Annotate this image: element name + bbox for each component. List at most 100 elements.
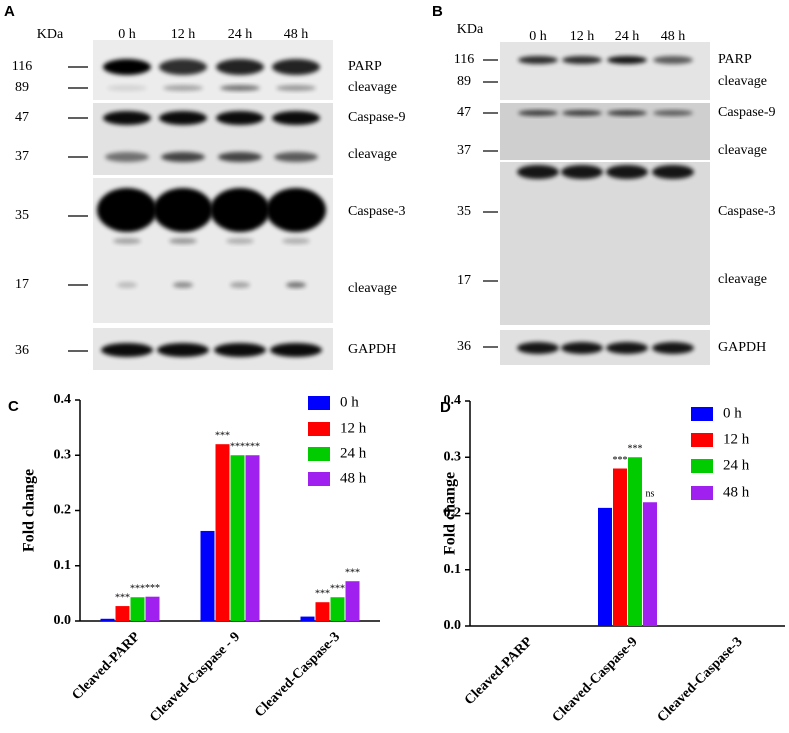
y-tick-label: 0.2 [54, 503, 72, 518]
blot-band [561, 165, 603, 179]
blot-band [159, 59, 207, 75]
blot-band [97, 188, 157, 232]
protein-label: Caspase-9 [718, 105, 776, 120]
marker-label: 17 [457, 273, 471, 288]
blot-band [286, 282, 306, 288]
marker-label: 36 [15, 343, 29, 358]
panel-label: C [8, 398, 19, 415]
marker-label: 35 [15, 208, 29, 223]
legend-label: 24 h [723, 457, 750, 473]
lane-label: 48 h [661, 29, 686, 44]
blot-strip [500, 162, 710, 325]
kda-label: KDa [37, 27, 64, 42]
significance-label: *** [330, 584, 345, 595]
blot-band [653, 110, 693, 116]
bar [613, 468, 627, 626]
blot-band [606, 165, 648, 179]
y-tick-label: 0.0 [444, 618, 462, 633]
blot-band [561, 342, 603, 354]
marker-label: 89 [15, 80, 29, 95]
significance-label: *** [115, 592, 130, 603]
y-tick-label: 0.1 [54, 558, 72, 573]
blot-band [230, 282, 250, 288]
bar [643, 502, 657, 626]
y-tick-label: 0.2 [444, 506, 462, 521]
legend-label: 48 h [723, 484, 750, 500]
blot-band [159, 111, 207, 125]
y-axis-label: Fold change [442, 472, 459, 555]
legend-swatch [308, 447, 330, 461]
protein-label: cleavage [718, 74, 767, 89]
protein-label: cleavage [348, 281, 397, 296]
blot-band [210, 188, 270, 232]
legend-label: 0 h [340, 394, 359, 410]
blot-band [517, 165, 559, 179]
blot-band [214, 343, 266, 357]
marker-label: 17 [15, 277, 29, 292]
bar [100, 618, 115, 621]
blot-band [282, 238, 310, 244]
protein-label: cleavage [718, 272, 767, 287]
blot-band [653, 56, 693, 64]
blot-band [652, 342, 694, 354]
blot-band [216, 111, 264, 125]
y-tick-label: 0.4 [444, 393, 462, 408]
blot-band [157, 343, 209, 357]
marker-label: 47 [15, 110, 29, 125]
panel-label: B [432, 3, 443, 20]
blot-band [276, 85, 316, 91]
protein-label: Caspase-3 [348, 204, 406, 219]
blot-band [607, 110, 647, 116]
significance-label: ns [646, 489, 655, 500]
protein-label: cleavage [718, 143, 767, 158]
y-tick-label: 0.3 [54, 447, 72, 462]
legend-swatch [691, 433, 713, 447]
blot-band [218, 152, 262, 162]
blot-band [266, 188, 326, 232]
protein-label: Caspase-9 [348, 110, 406, 125]
significance-label: *** [628, 444, 643, 455]
lane-label: 0 h [529, 29, 547, 44]
blot-band [103, 111, 151, 125]
blot-band [169, 238, 197, 244]
significance-label: *** [130, 584, 145, 595]
lane-label: 48 h [284, 27, 309, 42]
blot-band [220, 85, 260, 91]
blot-band [113, 238, 141, 244]
blot-band [117, 282, 137, 288]
blot-band [517, 342, 559, 354]
significance-label: *** [145, 583, 160, 594]
y-tick-label: 0.0 [54, 613, 72, 628]
protein-label: Caspase-3 [718, 204, 776, 219]
bar [115, 606, 130, 621]
bar [245, 455, 260, 621]
blot-band [103, 59, 151, 75]
bar [230, 455, 245, 621]
y-axis-label: Fold change [21, 469, 38, 552]
legend-label: 12 h [340, 420, 367, 436]
blot-band [607, 56, 647, 64]
blot-band [107, 85, 147, 91]
protein-label: cleavage [348, 80, 397, 95]
blot-band [161, 152, 205, 162]
bar [215, 444, 230, 621]
x-tick-label: Cleaved-PARP [69, 629, 143, 703]
x-tick-label: Cleaved-PARP [462, 634, 536, 708]
legend-swatch [308, 396, 330, 410]
blot-band [518, 56, 558, 64]
marker-label: 37 [15, 149, 29, 164]
legend-swatch [308, 472, 330, 486]
blot-band [173, 282, 193, 288]
bar [200, 530, 215, 621]
marker-label: 116 [12, 59, 32, 74]
legend-label: 48 h [340, 470, 367, 486]
blot-band [153, 188, 213, 232]
x-tick-label: Cleaved-Caspase-9 [550, 634, 641, 725]
bar [345, 581, 360, 621]
legend-label: 0 h [723, 405, 742, 421]
blot-band [101, 343, 153, 357]
bar [598, 507, 612, 626]
blot-band [652, 165, 694, 179]
panel-label: A [4, 3, 15, 20]
